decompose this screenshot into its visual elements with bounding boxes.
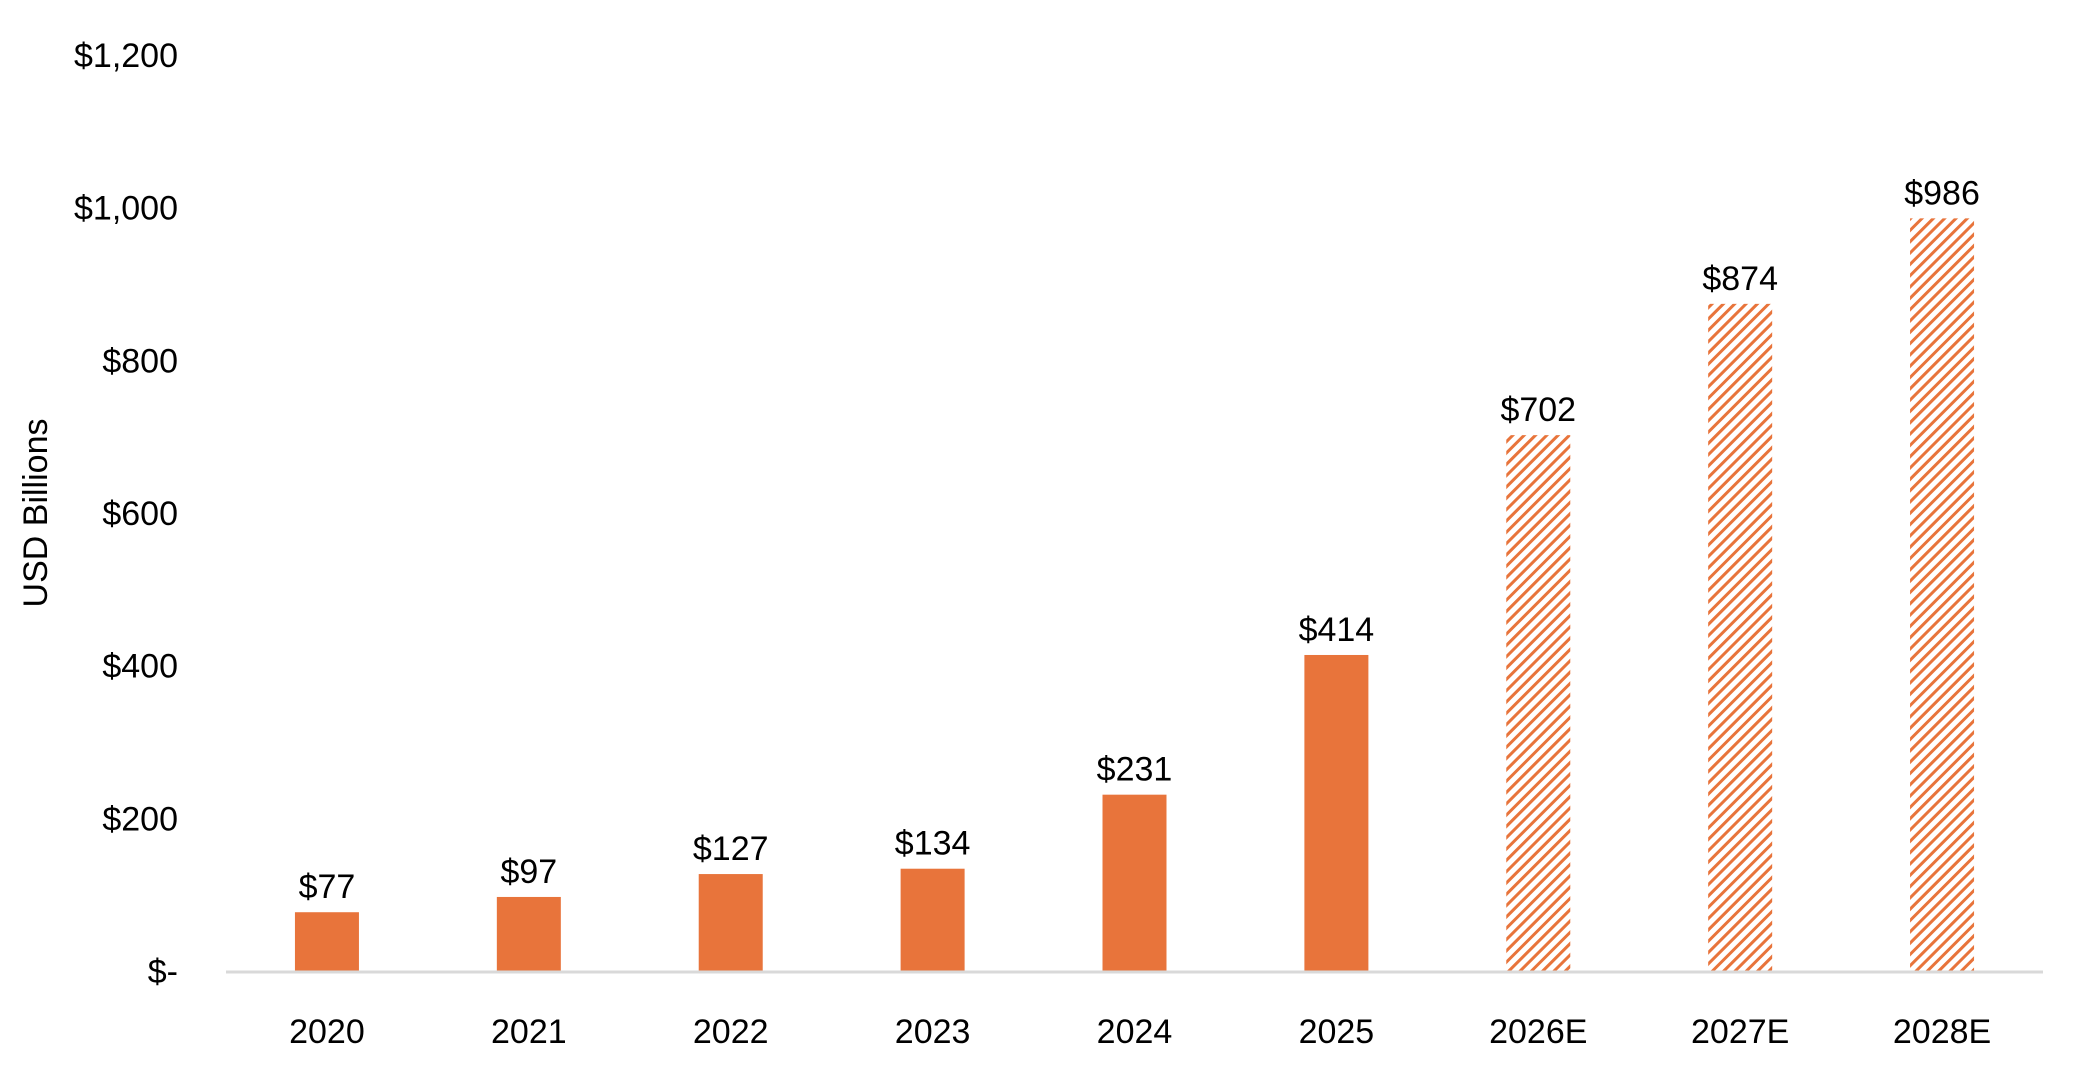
data-label: $874: [1702, 260, 1778, 298]
y-tick-label: $-: [148, 953, 178, 991]
bar: [294, 912, 359, 971]
x-tick-label: 2025: [1299, 1013, 1375, 1051]
x-tick-label: 2028E: [1893, 1013, 1991, 1051]
bar: [496, 896, 561, 971]
x-tick-label: 2020: [289, 1013, 365, 1051]
bars: [294, 218, 1975, 971]
data-label: $231: [1097, 751, 1173, 789]
y-axis-ticks: $- $200 $400 $600 $800 $1,000 $1,200: [74, 37, 178, 991]
y-tick-label: $400: [102, 648, 178, 686]
bar: [698, 874, 763, 971]
x-tick-label: 2021: [491, 1013, 567, 1051]
y-tick-label: $1,200: [74, 37, 178, 75]
bar: [1304, 654, 1369, 971]
data-label: $134: [895, 825, 971, 863]
y-axis-title: USD Billions: [17, 419, 55, 608]
data-label: $77: [299, 868, 356, 906]
bar-estimate: [1506, 435, 1571, 971]
data-label: $414: [1299, 611, 1375, 649]
x-tick-label: 2026E: [1489, 1013, 1587, 1051]
x-axis-ticks: 2020 2021 2022 2023 2024 2025 2026E 2027E 2028E: [289, 1013, 1991, 1051]
y-tick-label: $600: [102, 495, 178, 533]
x-tick-label: 2023: [895, 1013, 971, 1051]
data-label: $986: [1904, 174, 1980, 212]
x-tick-label: 2022: [693, 1013, 769, 1051]
bar-estimate: [1708, 303, 1773, 971]
y-tick-label: $800: [102, 342, 178, 380]
x-tick-label: 2027E: [1691, 1013, 1789, 1051]
data-label: $702: [1500, 391, 1576, 429]
x-tick-label: 2024: [1097, 1013, 1173, 1051]
data-label: $127: [693, 830, 769, 868]
bar: [1102, 794, 1167, 971]
data-labels: $77 $97 $127 $134 $231 $414 $702 $874 $986: [299, 174, 1980, 906]
bar-estimate: [1910, 218, 1975, 971]
data-label: $97: [500, 853, 557, 891]
y-tick-label: $1,000: [74, 190, 178, 228]
bar: [900, 868, 965, 971]
y-tick-label: $200: [102, 800, 178, 838]
